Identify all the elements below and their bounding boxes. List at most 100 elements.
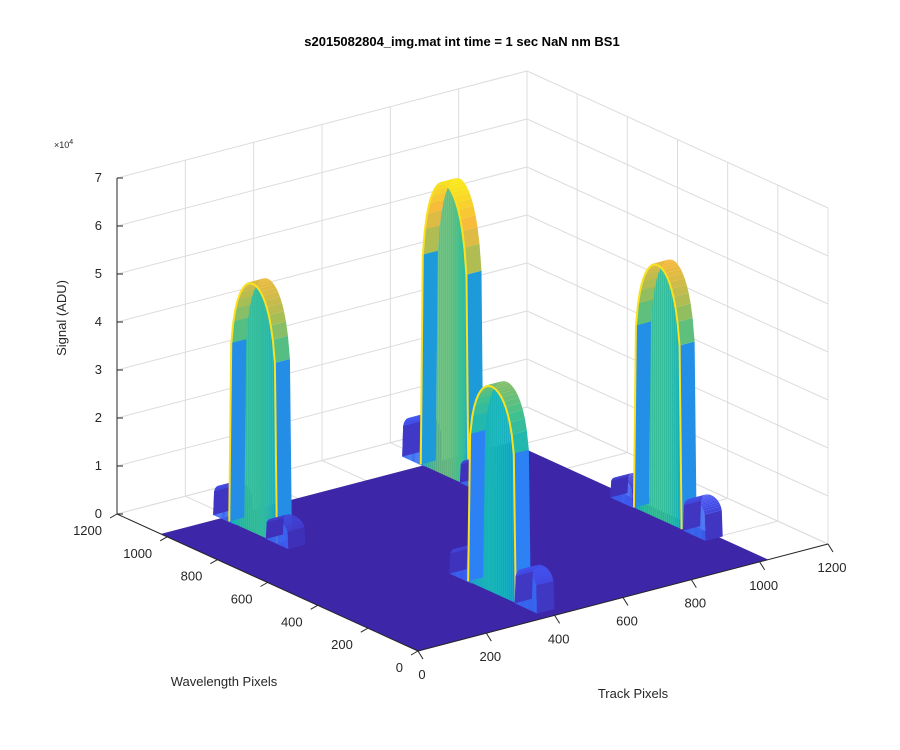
peak-1-side-lobe-2-face (286, 528, 288, 549)
z-axis-multiplier-exponent: 4 (69, 139, 73, 146)
peak-1-side-lobe-2-top (286, 524, 305, 532)
peak-4-side-lobe-2-face (629, 484, 631, 507)
peak-4-side-lobe-1-top (698, 497, 717, 504)
peak-3-top (432, 183, 450, 192)
peak-2-face (509, 422, 512, 602)
peak-2-top (480, 384, 498, 391)
y-tick-mark (210, 559, 218, 565)
peak-3-crest (419, 182, 470, 487)
x-tick-label: 1200 (818, 560, 847, 575)
peak-3-top (462, 227, 480, 248)
peak-2-face (486, 385, 488, 591)
peak-3-top (450, 184, 468, 193)
peak-3-top (424, 210, 442, 230)
peak-1-side-lobe-2-top (284, 521, 303, 528)
peak-2-side-lobe-1 (514, 564, 555, 614)
peak-2-side-lobe-2-top (449, 548, 468, 574)
peak-2-top (472, 402, 490, 417)
peak-2-face (495, 388, 498, 595)
peak-4-side-lobe-2-top (613, 473, 632, 479)
peak-3-face (444, 182, 447, 477)
peak-1-face (253, 282, 256, 534)
peak-3-top (426, 200, 444, 215)
peak-4-side-lobe-1-top (703, 506, 722, 515)
peak-4-side-lobe-1-top (683, 497, 703, 506)
peak-4-side-lobe-1-top (686, 494, 705, 500)
peak-4-side-lobe-1-top (685, 495, 704, 501)
peak-4-top (679, 341, 697, 530)
peak-3-face (454, 196, 457, 481)
peak-3-face (456, 202, 459, 482)
peak-1-side-lobe-2-face (284, 525, 286, 548)
y-tick-label: 400 (281, 614, 303, 629)
peak-4-top (659, 261, 677, 268)
peak-3-top (456, 198, 474, 210)
peak-3-face (460, 219, 463, 484)
peak-4-side-lobe-1-top (701, 502, 720, 509)
peak-1-top (259, 284, 277, 292)
peak-1-top (237, 290, 255, 301)
x-tick-mark (827, 543, 834, 553)
y-tick-label: 1000 (123, 546, 152, 561)
peak-3-top (422, 225, 440, 255)
peak-1-face (255, 283, 258, 535)
peak-1-side-lobe-2-top (269, 514, 288, 520)
peak-2-top (501, 393, 519, 402)
y-tick-mark (410, 650, 419, 656)
peak-4-side-lobe-2-top (611, 474, 630, 481)
peak-2-side-lobe-1-top (529, 568, 548, 574)
peak-3-face (452, 192, 455, 480)
peak-1-face (247, 282, 250, 531)
x-tick-label: 1000 (749, 578, 778, 593)
x-tick-label: 400 (548, 631, 570, 646)
peak-2-side-lobe-2-top (452, 544, 471, 551)
peak-4-face (657, 263, 660, 520)
peak-1-face (268, 315, 271, 541)
peak-1-side-lobe-2-top (279, 517, 298, 523)
peak-2-top (497, 386, 515, 394)
peak-2-face (493, 386, 496, 594)
peak-4-face (667, 277, 670, 524)
peak-1-face (262, 295, 265, 538)
peak-4-side-lobe-1-face (703, 510, 705, 541)
peak-4-face (655, 263, 658, 519)
peak-4-side-lobe-1-face (704, 514, 706, 541)
peak-2-face (507, 413, 510, 601)
peak-1-side-lobe-2-top (280, 517, 299, 524)
peak-1-face (270, 325, 273, 542)
peak-4-face (663, 269, 666, 522)
peak-1-face (259, 288, 262, 536)
peak-1-top (257, 281, 275, 289)
peak-2-side-lobe-1-top (518, 565, 537, 571)
z-tick-label: 2 (95, 410, 102, 425)
peak-2-side-lobe-1-face (532, 575, 534, 612)
peak-4-top (671, 284, 689, 297)
peak-3-top (428, 193, 446, 205)
peak-4-face (661, 267, 664, 522)
peak-4-top (663, 265, 681, 273)
peak-4-side-lobe-2-face (630, 485, 632, 507)
z-axis-multiplier: ×104 (54, 139, 73, 150)
peak-1-top (235, 296, 253, 310)
peak-2-side-lobe-1-top (534, 574, 553, 582)
peak-2-crest (467, 385, 517, 604)
peak-2-side-lobe-1-top (515, 568, 534, 577)
peak-3-side-lobe-1-top (403, 418, 422, 427)
peak-1-side-lobe-1-top (214, 484, 233, 492)
peak-4-side-lobe-1-top (697, 497, 716, 503)
x-tick-mark (554, 615, 561, 624)
y-tick-label: 0 (396, 660, 403, 675)
peak-2-side-lobe-1-top (530, 569, 549, 575)
peak-2-side-lobe-1-top (533, 572, 552, 580)
peak-4-top (643, 267, 661, 277)
peak-4-face (669, 282, 672, 525)
peak-3-top (452, 188, 470, 197)
peak-2-side-lobe-1-top (514, 571, 533, 604)
peak-1-crest (228, 282, 278, 544)
peak-2-side-lobe-1-top (535, 577, 554, 586)
peak-4-side-lobe-2-top (614, 472, 633, 478)
peak-2-side-lobe-1-face (536, 585, 538, 614)
peak-1-top (261, 287, 279, 296)
peak-2-top (509, 418, 527, 435)
